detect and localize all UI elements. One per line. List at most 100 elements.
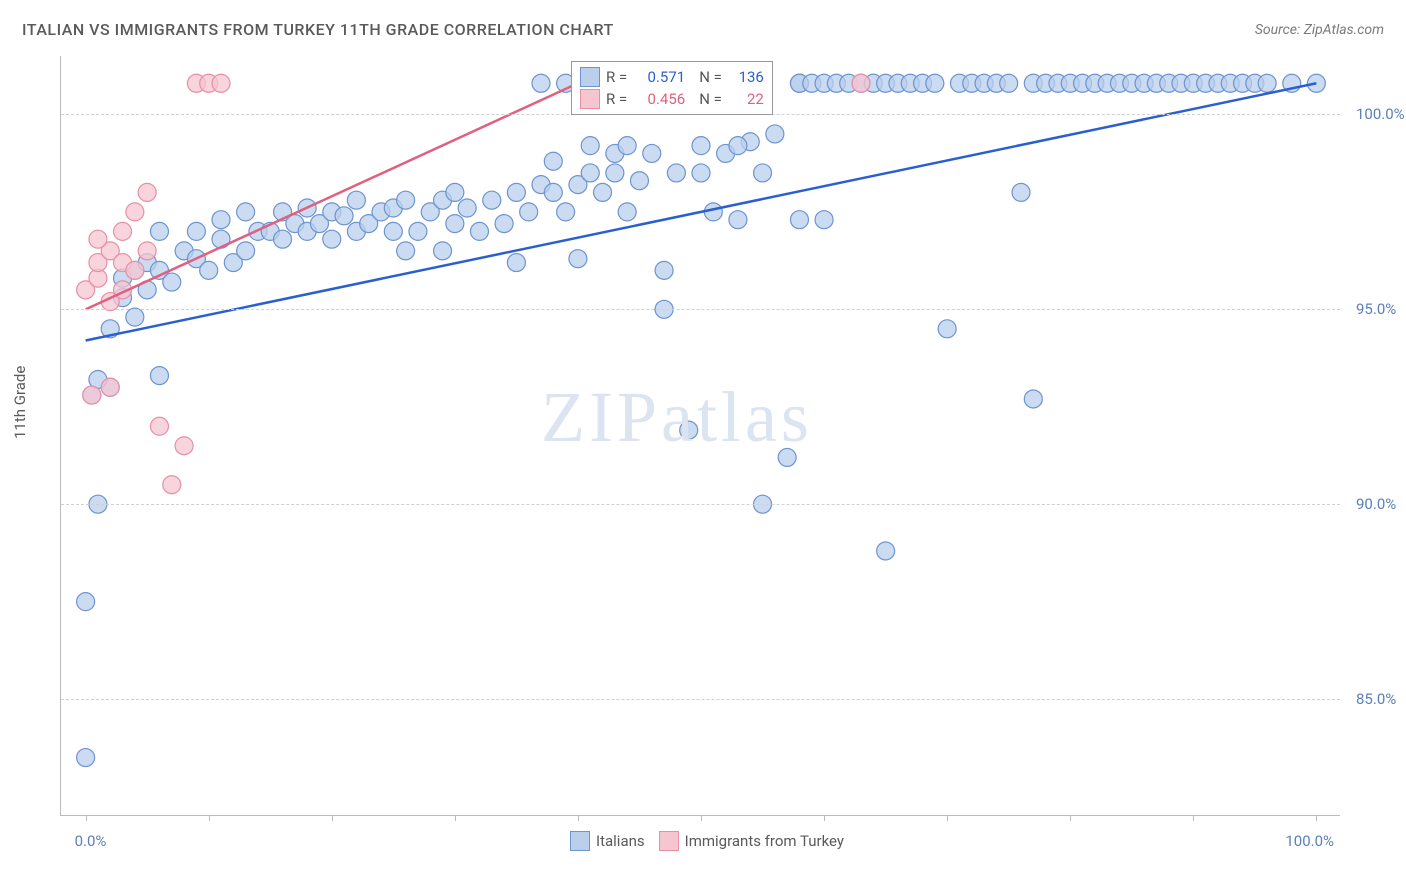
data-point: [544, 152, 562, 170]
data-point: [766, 125, 784, 143]
data-point: [729, 211, 747, 229]
data-point: [1258, 74, 1276, 92]
plot-area: ZIPatlas R =0.571N =136R =0.456N =22: [60, 56, 1340, 816]
legend-label: Italians: [596, 832, 645, 850]
legend-swatch: [580, 89, 600, 109]
data-point: [692, 164, 710, 182]
legend-bottom: Italians Immigrants from Turkey: [570, 831, 844, 851]
data-point: [618, 137, 636, 155]
x-tick-mark: [86, 815, 87, 821]
chart-title: ITALIAN VS IMMIGRANTS FROM TURKEY 11TH G…: [22, 20, 614, 39]
trend-line: [86, 83, 1317, 340]
x-tick-mark: [1070, 815, 1071, 821]
legend-label: Immigrants from Turkey: [685, 832, 844, 850]
data-point: [126, 261, 144, 279]
legend-item: Immigrants from Turkey: [659, 831, 844, 851]
data-point: [594, 183, 612, 201]
data-point: [458, 199, 476, 217]
legend-stat-row: R =0.456N =22: [580, 88, 764, 110]
data-point: [114, 222, 132, 240]
data-point: [138, 242, 156, 260]
data-point: [163, 476, 181, 494]
data-point: [384, 222, 402, 240]
x-tick-mark: [701, 815, 702, 821]
x-tick-mark: [1193, 815, 1194, 821]
legend-stats-box: R = 0.571 N = 136R =0.456N =22: [571, 61, 773, 115]
data-point: [397, 242, 415, 260]
legend-stat-row: R = 0.571 N = 136: [580, 66, 764, 88]
data-point: [470, 222, 488, 240]
data-point: [150, 367, 168, 385]
x-tick-mark: [947, 815, 948, 821]
data-point: [1024, 390, 1042, 408]
legend-swatch: [580, 67, 600, 87]
data-point: [655, 261, 673, 279]
stat-r-label: R =: [606, 88, 627, 110]
data-point: [852, 74, 870, 92]
data-point: [89, 230, 107, 248]
data-point: [150, 222, 168, 240]
data-point: [520, 203, 538, 221]
data-point: [938, 320, 956, 338]
data-point: [347, 191, 365, 209]
data-point: [557, 203, 575, 221]
gridline: [61, 309, 1340, 310]
data-point: [495, 215, 513, 233]
y-tick-label: 100.0%: [1356, 105, 1405, 123]
gridline: [61, 504, 1340, 505]
data-point: [212, 211, 230, 229]
data-point: [926, 74, 944, 92]
data-point: [606, 164, 624, 182]
data-point: [101, 378, 119, 396]
stat-n-label: N =: [699, 66, 722, 88]
gridline: [61, 699, 1340, 700]
data-point: [274, 230, 292, 248]
legend-swatch: [659, 831, 679, 851]
data-point: [877, 542, 895, 560]
scatter-svg: [61, 56, 1341, 816]
data-point: [397, 191, 415, 209]
data-point: [212, 74, 230, 92]
data-point: [138, 183, 156, 201]
data-point: [483, 191, 501, 209]
data-point: [729, 137, 747, 155]
x-tick-mark: [578, 815, 579, 821]
stat-r-value: 0.571: [633, 66, 685, 88]
data-point: [409, 222, 427, 240]
chart-header: ITALIAN VS IMMIGRANTS FROM TURKEY 11TH G…: [22, 20, 1384, 39]
data-point: [126, 203, 144, 221]
data-point: [126, 308, 144, 326]
data-point: [643, 144, 661, 162]
y-axis-label: 11th Grade: [11, 366, 29, 439]
data-point: [544, 183, 562, 201]
x-tick-label: 0.0%: [75, 832, 107, 850]
data-point: [83, 386, 101, 404]
data-point: [618, 203, 636, 221]
data-point: [569, 250, 587, 268]
data-point: [532, 74, 550, 92]
trend-line: [86, 83, 578, 309]
data-point: [1000, 74, 1018, 92]
stat-r-label: R =: [606, 66, 627, 88]
data-point: [150, 417, 168, 435]
data-point: [680, 421, 698, 439]
chart-source: Source: ZipAtlas.com: [1255, 22, 1384, 38]
data-point: [237, 203, 255, 221]
data-point: [237, 242, 255, 260]
stat-n-value: 136: [728, 66, 764, 88]
x-tick-mark: [1316, 815, 1317, 821]
data-point: [175, 437, 193, 455]
x-tick-mark: [332, 815, 333, 821]
data-point: [187, 222, 205, 240]
data-point: [667, 164, 685, 182]
stat-n-label: N =: [699, 88, 722, 110]
legend-item: Italians: [570, 831, 645, 851]
data-point: [507, 254, 525, 272]
x-tick-mark: [209, 815, 210, 821]
y-tick-label: 90.0%: [1356, 495, 1396, 513]
data-point: [581, 164, 599, 182]
data-point: [77, 593, 95, 611]
y-tick-label: 95.0%: [1356, 300, 1396, 318]
data-point: [581, 137, 599, 155]
y-tick-label: 85.0%: [1356, 690, 1396, 708]
